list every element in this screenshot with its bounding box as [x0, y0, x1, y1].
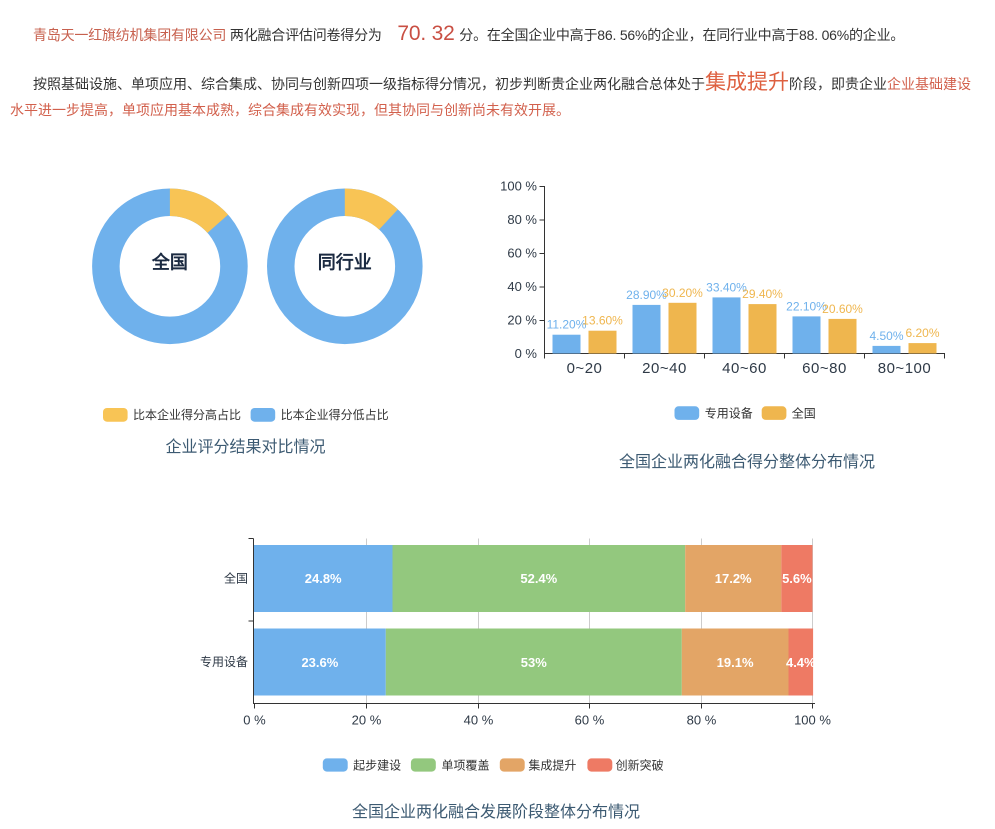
svg-text:20 %: 20 %: [507, 313, 537, 328]
svg-text:同行业: 同行业: [318, 252, 372, 273]
svg-text:专用设备: 专用设备: [705, 406, 753, 421]
svg-text:企业评分结果对比情况: 企业评分结果对比情况: [165, 438, 325, 456]
svg-text:起步建设: 起步建设: [353, 759, 401, 773]
svg-text:29.40%: 29.40%: [742, 287, 783, 301]
svg-text:全国: 全国: [792, 406, 816, 421]
svg-text:24.8%: 24.8%: [305, 571, 342, 586]
svg-text:60~80: 60~80: [802, 360, 847, 377]
svg-text:28.90%: 28.90%: [626, 288, 667, 302]
svg-text:40 %: 40 %: [507, 279, 537, 294]
svg-text:20.60%: 20.60%: [822, 302, 863, 316]
svg-text:全国企业两化融合得分整体分布情况: 全国企业两化融合得分整体分布情况: [619, 453, 875, 471]
svg-text:23.6%: 23.6%: [301, 655, 338, 670]
svg-text:0 %: 0 %: [515, 346, 538, 361]
svg-text:4.4%: 4.4%: [786, 655, 816, 670]
svg-text:19.1%: 19.1%: [717, 655, 754, 670]
svg-text:80 %: 80 %: [687, 713, 717, 728]
svg-text:33.40%: 33.40%: [706, 280, 747, 294]
svg-text:40 %: 40 %: [464, 713, 494, 728]
svg-text:0~20: 0~20: [567, 360, 603, 377]
svg-text:20~40: 20~40: [642, 360, 687, 377]
svg-text:80~100: 80~100: [878, 360, 931, 377]
svg-text:全国: 全国: [151, 252, 188, 273]
svg-text:5.6%: 5.6%: [782, 571, 812, 586]
svg-text:20 %: 20 %: [352, 713, 382, 728]
svg-text:52.4%: 52.4%: [520, 571, 557, 586]
svg-text:专用设备: 专用设备: [200, 654, 248, 669]
svg-text:0 %: 0 %: [243, 713, 266, 728]
svg-text:100 %: 100 %: [794, 713, 831, 728]
svg-text:单项覆盖: 单项覆盖: [442, 759, 490, 773]
svg-text:比本企业得分低占比: 比本企业得分低占比: [281, 407, 389, 422]
svg-text:17.2%: 17.2%: [715, 571, 752, 586]
svg-text:13.60%: 13.60%: [582, 314, 623, 328]
svg-text:6.20%: 6.20%: [905, 326, 939, 340]
svg-text:40~60: 40~60: [722, 360, 767, 377]
svg-text:11.20%: 11.20%: [547, 318, 587, 332]
svg-text:比本企业得分高占比: 比本企业得分高占比: [133, 407, 241, 422]
svg-text:全国: 全国: [224, 571, 248, 586]
svg-text:60 %: 60 %: [575, 713, 605, 728]
svg-text:4.50%: 4.50%: [869, 329, 903, 343]
svg-text:30.20%: 30.20%: [662, 286, 703, 300]
svg-text:22.10%: 22.10%: [786, 299, 827, 313]
svg-text:80 %: 80 %: [507, 212, 537, 227]
svg-text:全国企业两化融合发展阶段整体分布情况: 全国企业两化融合发展阶段整体分布情况: [352, 803, 640, 821]
svg-text:100 %: 100 %: [500, 179, 537, 194]
svg-text:集成提升: 集成提升: [528, 758, 576, 773]
svg-text:53%: 53%: [521, 655, 547, 670]
svg-text:创新突破: 创新突破: [616, 758, 664, 773]
svg-text:60 %: 60 %: [507, 246, 537, 261]
